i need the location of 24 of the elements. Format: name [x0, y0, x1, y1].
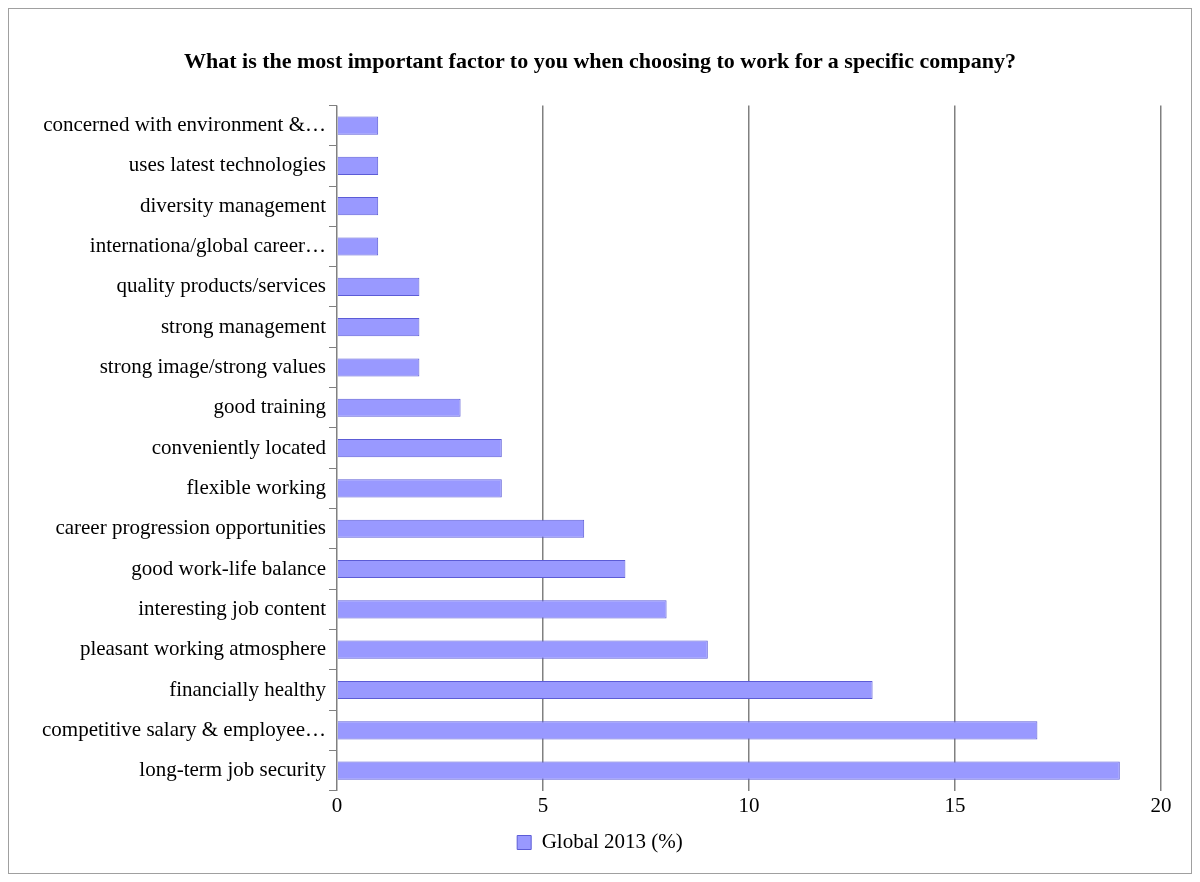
x-tick-label: 0 — [331, 792, 343, 817]
y-tick-label: competitive salary & employee… — [41, 716, 326, 741]
y-tick-label: financially healthy — [169, 676, 327, 701]
y-tick-label: conveniently located — [151, 434, 327, 459]
y-tick-label: flexible working — [186, 474, 327, 499]
y-tick-label: quality products/services — [116, 273, 326, 298]
x-tick-label: 10 — [738, 792, 760, 817]
y-tick-label: interesting job content — [138, 595, 327, 620]
x-tick-label: 20 — [1150, 792, 1172, 817]
x-tick-label: 15 — [944, 792, 966, 817]
y-tick-label: diversity management — [139, 192, 327, 217]
chart-title: What is the most important factor to you when choosing to work for a specific company? — [183, 47, 1017, 73]
y-tick-label: pleasant working atmosphere — [79, 636, 326, 661]
y-tick-label: strong image/strong values — [99, 353, 326, 378]
legend-label: Global 2013 (%) — [541, 829, 683, 854]
y-tick-label: uses latest technologies — [128, 152, 326, 177]
y-tick-label: strong management — [160, 313, 327, 338]
y-tick-label: long-term job security — [139, 757, 327, 782]
y-tick-label: good training — [213, 394, 327, 419]
y-tick-label: career progression opportunities — [55, 515, 326, 540]
x-tick-label: 5 — [537, 792, 549, 817]
y-tick-label: concerned with environment &… — [43, 112, 326, 137]
y-tick-label: good work-life balance — [131, 555, 326, 580]
y-tick-label: internationa/global career… — [89, 233, 326, 258]
